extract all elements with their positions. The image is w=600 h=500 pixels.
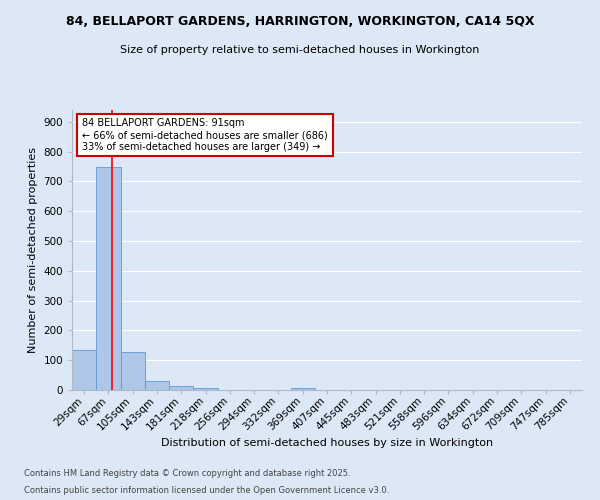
Bar — [96, 166, 121, 390]
Text: 84, BELLAPORT GARDENS, HARRINGTON, WORKINGTON, CA14 5QX: 84, BELLAPORT GARDENS, HARRINGTON, WORKI… — [66, 15, 534, 28]
Y-axis label: Number of semi-detached properties: Number of semi-detached properties — [28, 147, 38, 353]
Bar — [121, 352, 145, 390]
Text: Contains public sector information licensed under the Open Government Licence v3: Contains public sector information licen… — [24, 486, 389, 495]
X-axis label: Distribution of semi-detached houses by size in Workington: Distribution of semi-detached houses by … — [161, 438, 493, 448]
Bar — [145, 381, 169, 390]
Bar — [290, 388, 315, 390]
Text: Size of property relative to semi-detached houses in Workington: Size of property relative to semi-detach… — [121, 45, 479, 55]
Bar — [72, 350, 96, 390]
Bar — [193, 388, 218, 390]
Text: 84 BELLAPORT GARDENS: 91sqm
← 66% of semi-detached houses are smaller (686)
33% : 84 BELLAPORT GARDENS: 91sqm ← 66% of sem… — [82, 118, 328, 152]
Bar — [169, 386, 193, 390]
Text: Contains HM Land Registry data © Crown copyright and database right 2025.: Contains HM Land Registry data © Crown c… — [24, 468, 350, 477]
